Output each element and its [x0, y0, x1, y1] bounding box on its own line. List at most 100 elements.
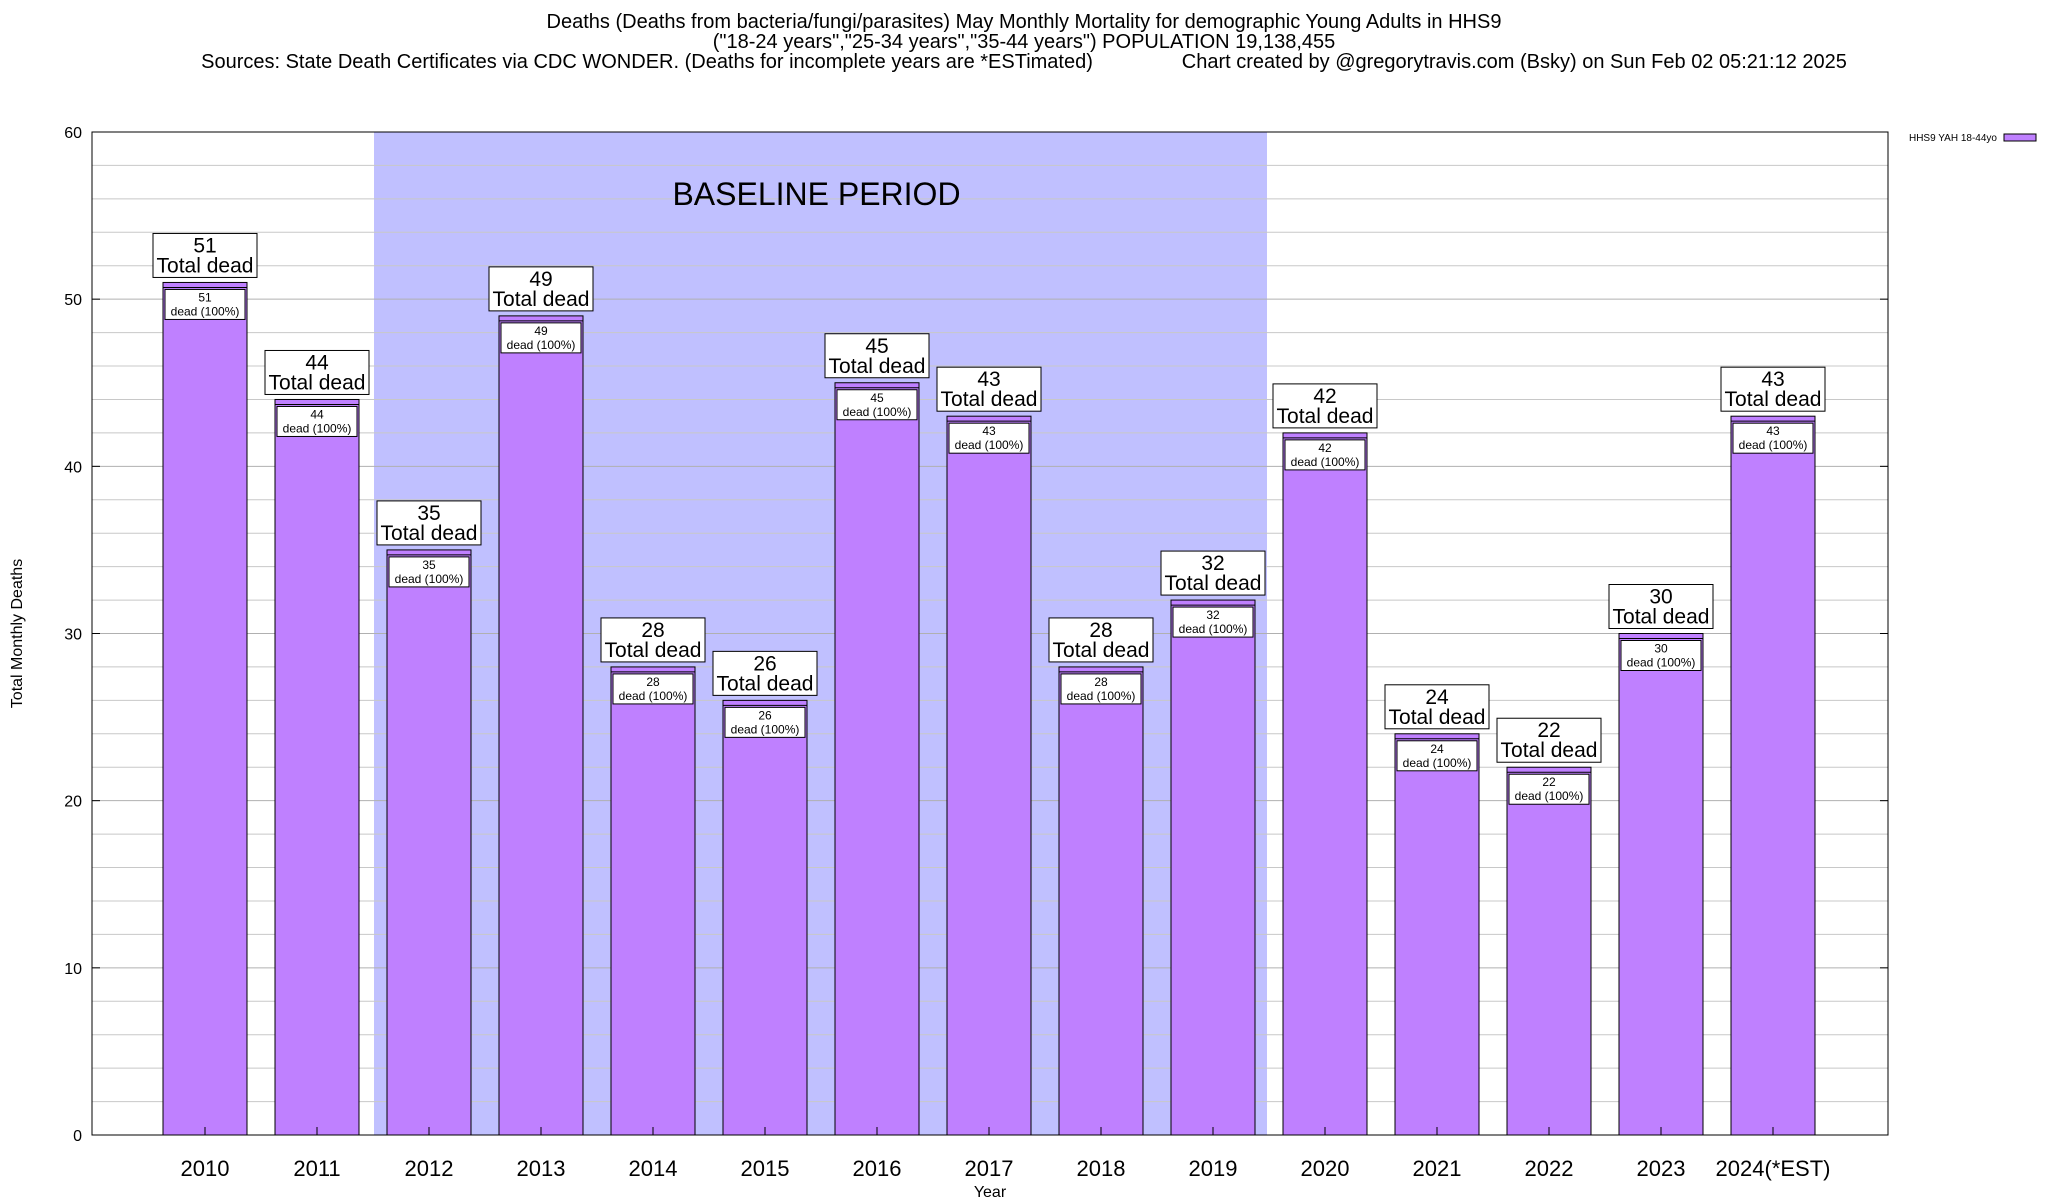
bar-total-value: 49	[529, 268, 552, 291]
bar-total-value: 28	[1089, 619, 1112, 642]
bar-total-value: 35	[417, 502, 440, 525]
bar-total-label: Total dead	[157, 254, 254, 277]
y-tick-label: 10	[64, 961, 82, 978]
bar-total-label-box	[1384, 684, 1490, 730]
y-tick-label: 40	[64, 459, 82, 476]
bar-inner-value: 43	[982, 424, 996, 438]
bar-total-value: 44	[305, 351, 329, 374]
x-tick-label: 2010	[181, 1156, 230, 1181]
bar-total-label: Total dead	[1613, 606, 1710, 629]
bar-total-label-box	[936, 366, 1042, 412]
bar-inner-value: 49	[534, 324, 548, 338]
bar	[1506, 766, 1592, 1136]
x-tick-label: 2021	[1413, 1156, 1462, 1181]
x-tick-label: 2013	[517, 1156, 566, 1181]
bar	[498, 315, 584, 1136]
bar-total-value: 26	[753, 652, 776, 675]
x-tick-label: 2018	[1077, 1156, 1126, 1181]
bar-inner-label: dead (100%)	[731, 722, 800, 736]
chart-subtitle: ("18-24 years","25-34 years","35-44 year…	[712, 31, 1336, 53]
bar-inner-label-box	[1732, 422, 1814, 454]
bar	[1618, 633, 1704, 1136]
y-tick-label: 30	[64, 627, 82, 644]
bar-total-label-box	[488, 266, 594, 312]
bar	[1394, 733, 1480, 1136]
legend-label: HHS9 YAH 18-44yo	[1909, 133, 1997, 144]
bar-inner-label: dead (100%)	[283, 421, 352, 435]
bar-total-label-box	[376, 500, 482, 546]
bar-total-value: 22	[1537, 719, 1560, 742]
bar-total-label-box	[1720, 366, 1826, 412]
bar-inner-label-box	[948, 422, 1030, 454]
y-tick-label: 20	[64, 794, 82, 811]
bar-inner-label-box	[164, 288, 246, 320]
x-tick-label: 2015	[741, 1156, 790, 1181]
bar-inner-label: dead (100%)	[1179, 622, 1248, 636]
bar-inner-label: dead (100%)	[1627, 656, 1696, 670]
bar	[946, 415, 1032, 1136]
bar-inner-label-box	[500, 322, 582, 354]
y-tick-label: 0	[73, 1128, 82, 1145]
x-tick-label: 2022	[1525, 1156, 1574, 1181]
bar-inner-label-box	[724, 706, 806, 738]
chart-source-line: Sources: State Death Certificates via CD…	[201, 51, 1847, 73]
bar	[834, 382, 920, 1136]
bar-inner-label-box	[1508, 773, 1590, 805]
y-tick-label: 50	[64, 292, 82, 309]
bar-total-label-box	[1608, 584, 1714, 629]
bar-inner-label: dead (100%)	[1739, 438, 1808, 452]
bar-total-value: 43	[977, 368, 1000, 391]
bar-total-label: Total dead	[1501, 739, 1598, 762]
bar	[162, 281, 248, 1136]
bar-inner-label: dead (100%)	[1515, 789, 1584, 803]
x-tick-label: 2016	[853, 1156, 902, 1181]
bar-inner-value: 32	[1206, 608, 1220, 622]
bar	[1058, 666, 1144, 1136]
bar-inner-value: 26	[758, 708, 772, 722]
x-tick-label: 2024(*EST)	[1716, 1156, 1831, 1181]
bar-inner-value: 30	[1654, 642, 1668, 656]
bar	[1282, 432, 1368, 1136]
bar-inner-value: 35	[422, 558, 436, 572]
legend-swatch	[2003, 133, 2037, 142]
x-tick-label: 2014	[629, 1156, 678, 1181]
bar-inner-label: dead (100%)	[619, 689, 688, 703]
chart-title-block: Deaths (Deaths from bacteria/fungi/paras…	[0, 12, 2048, 72]
bar-inner-label: dead (100%)	[1403, 756, 1472, 770]
x-axis-title: Year	[974, 1184, 1007, 1200]
bar-inner-value: 28	[646, 675, 660, 689]
bar-inner-label: dead (100%)	[955, 438, 1024, 452]
bar-inner-value: 44	[310, 407, 324, 421]
bar-inner-label-box	[612, 673, 694, 705]
bar	[1170, 599, 1256, 1136]
bar-inner-label-box	[836, 389, 918, 421]
bar-total-value: 45	[865, 335, 888, 358]
bar-inner-value: 51	[198, 290, 212, 304]
bar	[610, 666, 696, 1136]
bar-total-label-box	[1160, 550, 1266, 596]
bar-inner-value: 42	[1318, 441, 1332, 455]
bar-inner-value: 22	[1542, 775, 1556, 789]
bar-total-value: 43	[1761, 368, 1784, 391]
bar-total-label-box	[1496, 717, 1602, 763]
bar-inner-label: dead (100%)	[395, 572, 464, 586]
bar-inner-label: dead (100%)	[843, 405, 912, 419]
bar-inner-label-box	[388, 556, 470, 588]
bar	[722, 699, 808, 1136]
baseline-period-label: BASELINE PERIOD	[672, 176, 960, 212]
bar	[386, 549, 472, 1136]
bar-total-label-box	[264, 349, 370, 395]
bar-inner-label-box	[276, 405, 358, 437]
bar-total-value: 51	[193, 234, 216, 257]
bar-total-label: Total dead	[381, 522, 478, 545]
bar-total-value: 24	[1425, 686, 1449, 709]
bar-total-label-box	[1048, 617, 1154, 663]
bar	[1730, 415, 1816, 1136]
bar-total-label: Total dead	[605, 639, 702, 662]
y-tick-label: 60	[64, 125, 82, 142]
y-axis-title: Total Monthly Deaths	[9, 559, 26, 708]
x-tick-label: 2019	[1189, 1156, 1238, 1181]
bar-inner-value: 45	[870, 391, 884, 405]
bar-inner-label-box	[1060, 673, 1142, 705]
